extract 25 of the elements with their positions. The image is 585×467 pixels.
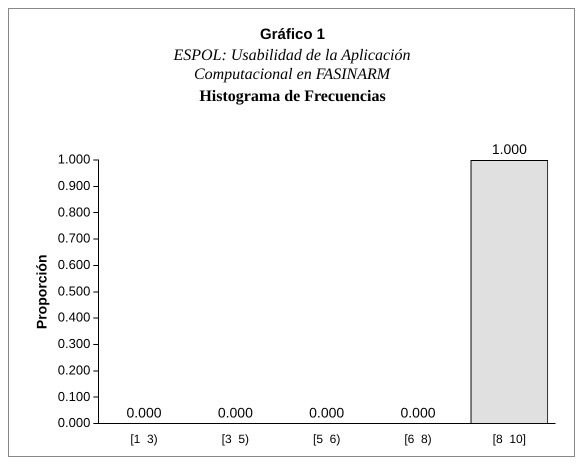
- data-label: 1.000: [492, 140, 528, 157]
- x-tick-label: [8 10]: [492, 432, 526, 446]
- data-label: 0.000: [309, 404, 344, 420]
- x-tick-label: [1 3): [130, 432, 158, 446]
- chart-subtitle: ESPOL: Usabilidad de la Aplicación Computacional en FASINARM: [172, 46, 412, 84]
- text: Histograma de Frecuencias: [198, 88, 387, 106]
- y-tick-label: 0.100: [58, 388, 90, 404]
- y-tick-label: 0.400: [58, 310, 90, 325]
- y-tick-label: 0.300: [58, 336, 90, 352]
- x-tick-label: [5 6): [312, 432, 340, 446]
- y-tick-label: 0.600: [58, 257, 90, 272]
- x-tick-label: [3 5): [222, 432, 250, 446]
- data-label: 0.000: [400, 404, 436, 420]
- y-tick-label: 0.500: [58, 283, 90, 298]
- y-tick-label: 0.800: [58, 204, 90, 220]
- y-tick-label: 0.200: [58, 362, 90, 378]
- y-tick-label: 0.900: [58, 178, 90, 193]
- x-tick-label: [6 8): [404, 432, 432, 446]
- y-tick-label: 0.700: [58, 230, 90, 246]
- data-label: 0.000: [126, 404, 162, 420]
- data-label: 0.000: [218, 404, 254, 420]
- chart-title: Gráfico 1: [258, 26, 326, 43]
- y-tick-label: 0.000: [58, 415, 90, 430]
- y-tick-label: 1.000: [58, 152, 90, 167]
- y-axis-title: Proporción: [33, 254, 50, 330]
